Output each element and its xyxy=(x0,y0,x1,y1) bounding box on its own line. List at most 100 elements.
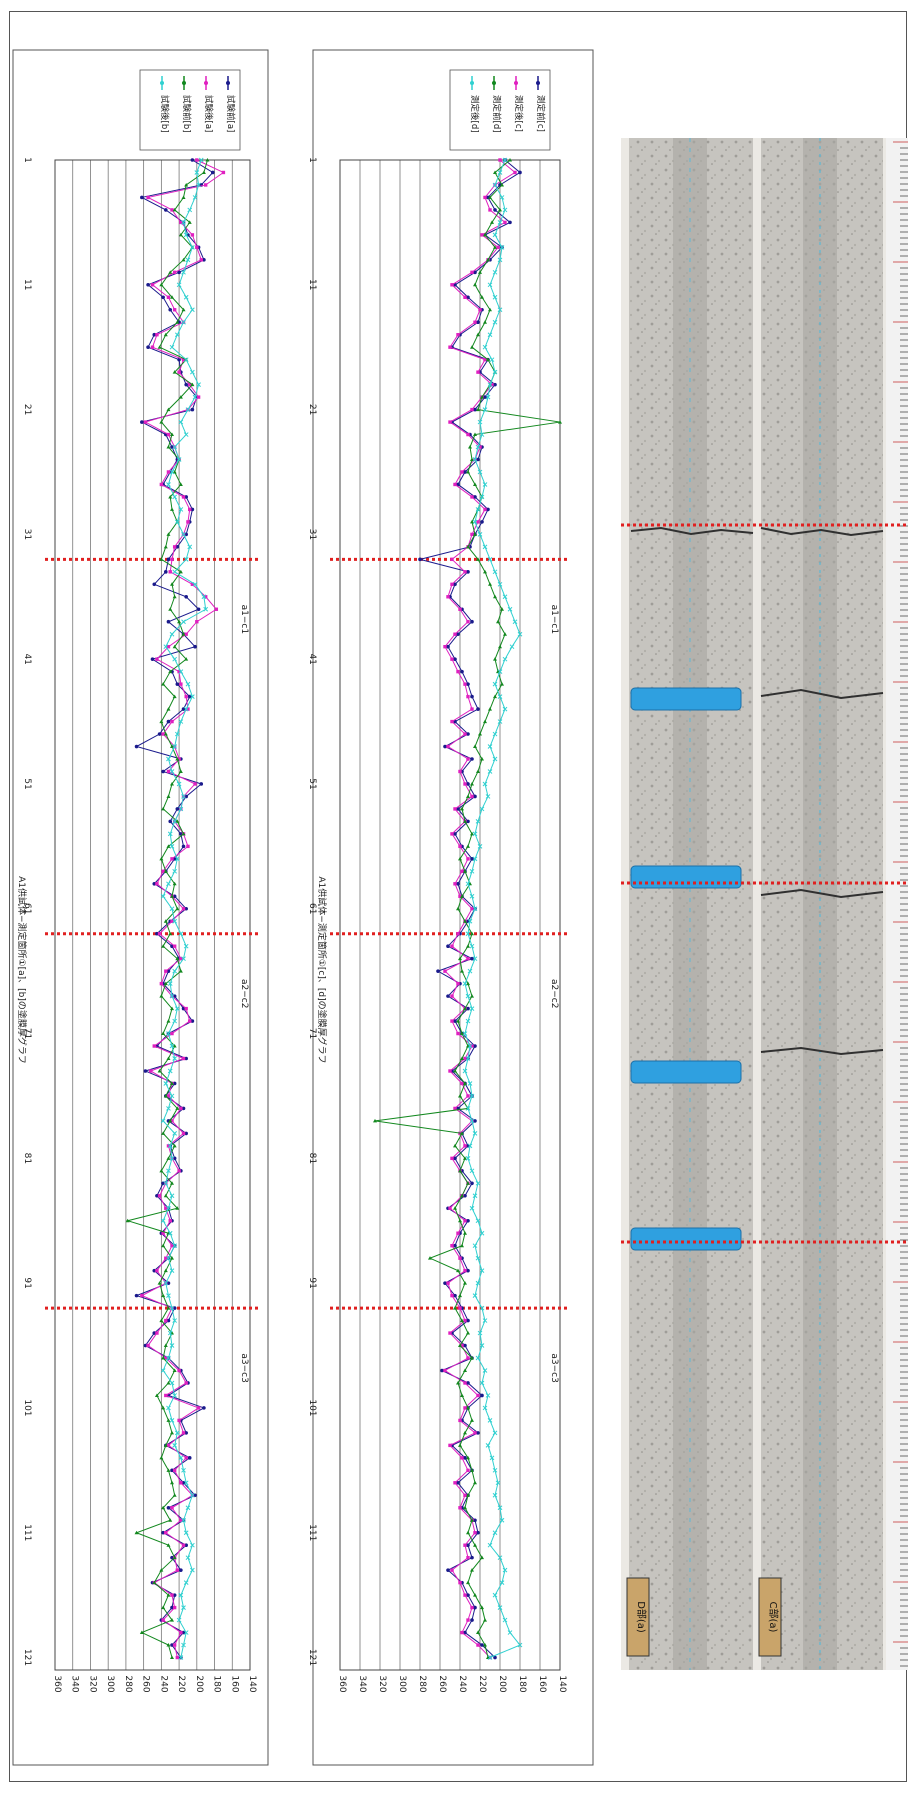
data-point xyxy=(488,208,492,212)
data-point xyxy=(157,1068,162,1073)
y-tick-label: 140 xyxy=(557,1675,567,1692)
data-point xyxy=(466,620,470,624)
data-point xyxy=(183,1630,189,1635)
data-point xyxy=(483,1643,487,1647)
data-point xyxy=(159,981,164,986)
data-point xyxy=(473,482,477,486)
data-point xyxy=(460,1081,464,1086)
data-point xyxy=(466,794,470,798)
plot-area xyxy=(54,159,251,1671)
data-point xyxy=(160,1218,166,1224)
data-point xyxy=(184,382,188,387)
data-point xyxy=(193,644,197,649)
data-point xyxy=(500,682,504,686)
data-point xyxy=(460,1393,464,1397)
data-point xyxy=(166,756,171,762)
y-tick-label: 180 xyxy=(212,1675,222,1692)
data-point xyxy=(166,1281,171,1285)
data-point xyxy=(170,1430,174,1435)
data-point xyxy=(184,632,188,636)
data-point xyxy=(492,756,498,762)
data-point xyxy=(448,1331,452,1335)
data-point xyxy=(163,1280,169,1286)
data-point xyxy=(170,1244,174,1248)
data-point xyxy=(453,1068,457,1073)
data-point xyxy=(183,357,189,363)
data-point xyxy=(175,320,180,324)
data-point xyxy=(473,282,477,287)
data-point xyxy=(159,482,164,487)
data-point xyxy=(181,794,186,799)
data-point xyxy=(166,1643,171,1647)
data-point xyxy=(476,320,480,325)
data-point xyxy=(174,731,180,737)
data-point xyxy=(470,457,474,462)
data-point xyxy=(470,1605,474,1610)
data-point xyxy=(460,894,464,898)
data-point xyxy=(140,1293,144,1298)
data-point xyxy=(161,769,165,774)
data-point xyxy=(202,1406,206,1410)
data-point xyxy=(163,570,168,574)
data-point xyxy=(466,694,470,699)
data-point xyxy=(178,969,183,973)
x-tick-label: 31 xyxy=(22,529,32,540)
data-point xyxy=(482,1405,488,1411)
data-point xyxy=(456,333,460,337)
data-point xyxy=(170,1181,174,1185)
data-point xyxy=(181,495,186,499)
y-tick-label: 300 xyxy=(397,1675,407,1692)
data-point xyxy=(463,1231,467,1235)
data-point xyxy=(480,520,484,524)
y-tick-label: 180 xyxy=(517,1675,527,1692)
data-point xyxy=(186,520,190,524)
x-tick-label: 31 xyxy=(307,529,317,540)
x-tick-label: 51 xyxy=(307,778,317,789)
data-point xyxy=(198,157,204,163)
data-point xyxy=(418,557,422,562)
data-point xyxy=(493,170,497,174)
data-point xyxy=(181,1517,186,1523)
data-point xyxy=(178,1592,184,1598)
data-point xyxy=(190,369,195,375)
data-point xyxy=(443,744,447,749)
specimen-photo: D部(a) C部(a) xyxy=(621,138,908,1670)
data-point xyxy=(463,732,467,736)
data-point xyxy=(152,1044,156,1048)
data-point xyxy=(463,1505,467,1510)
data-point xyxy=(473,1605,477,1610)
data-point xyxy=(181,532,186,537)
data-point xyxy=(166,1031,171,1036)
data-point xyxy=(476,457,480,462)
data-point xyxy=(476,557,480,561)
data-point xyxy=(181,319,186,325)
data-point xyxy=(152,332,157,337)
data-point xyxy=(453,1143,457,1148)
legend-marker xyxy=(226,81,230,85)
data-point xyxy=(172,644,177,649)
data-point xyxy=(179,1630,183,1635)
data-point xyxy=(458,1256,462,1260)
data-point xyxy=(497,307,503,313)
data-point xyxy=(458,607,462,611)
data-point xyxy=(490,382,494,387)
data-point xyxy=(456,932,460,936)
data-point xyxy=(179,1568,183,1572)
data-point xyxy=(466,432,470,437)
data-point xyxy=(466,956,470,961)
data-point xyxy=(175,819,180,823)
data-point xyxy=(185,257,191,263)
data-point xyxy=(502,157,508,163)
data-point xyxy=(195,620,199,624)
data-point xyxy=(499,245,505,250)
x-tick-label: 41 xyxy=(22,653,32,664)
data-point xyxy=(507,1630,513,1635)
data-point xyxy=(163,1268,168,1273)
data-point xyxy=(487,332,493,338)
data-point xyxy=(453,832,457,836)
data-point xyxy=(453,1306,457,1310)
data-point xyxy=(465,881,471,887)
data-point xyxy=(487,744,493,749)
data-point xyxy=(473,270,477,275)
x-tick-label: 1 xyxy=(307,157,317,163)
